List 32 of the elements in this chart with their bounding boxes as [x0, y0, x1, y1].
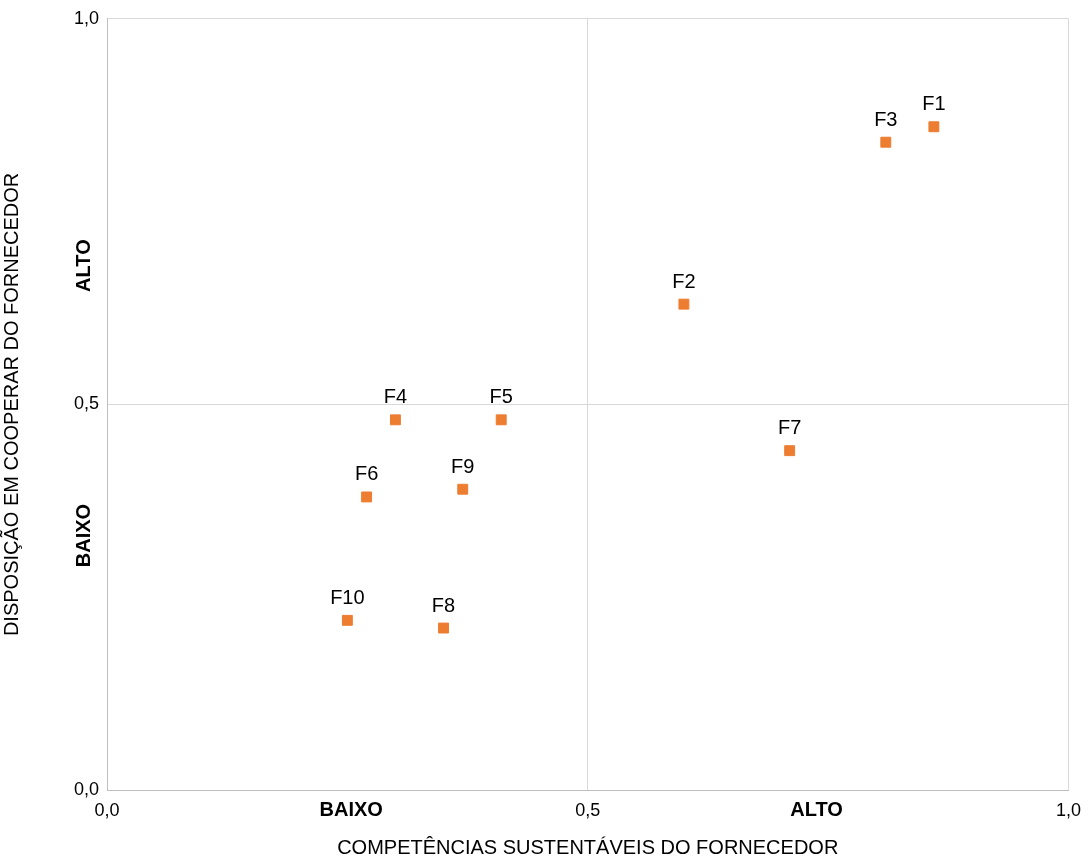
point — [880, 136, 892, 148]
point — [784, 445, 796, 457]
annotation: F8 — [431, 593, 456, 616]
point — [495, 414, 507, 426]
annotation: F5 — [489, 385, 513, 408]
annotation: F2 — [672, 269, 696, 292]
x-axis-title: COMPETÊNCIAS SUSTENTÁVEIS DO FORNECEDOR — [337, 835, 839, 858]
annotation: F6 — [354, 462, 379, 485]
annotation: F7 — [777, 416, 802, 439]
y-tick-label: 0,5 — [73, 393, 99, 414]
x-tick-label: 0,0 — [94, 799, 120, 820]
annotation: F3 — [874, 107, 898, 130]
point — [361, 491, 373, 503]
text: BAIXO — [319, 797, 383, 820]
text: BAIXO — [71, 503, 94, 568]
annotation: F10 — [330, 585, 365, 608]
x-tick-label: 0,5 — [575, 799, 601, 820]
annotation: F4 — [383, 385, 408, 408]
point — [928, 121, 940, 133]
annotation: F9 — [451, 454, 475, 477]
y-tick-label: 0,0 — [73, 778, 99, 799]
point — [457, 483, 469, 495]
point — [438, 622, 449, 634]
y-tick-label: 1,0 — [73, 7, 99, 28]
text: ALTO — [71, 239, 94, 292]
x-tick-label: 1,0 — [1055, 799, 1081, 820]
point — [341, 614, 353, 626]
annotation: F1 — [922, 92, 946, 115]
point — [678, 298, 690, 310]
point — [390, 414, 401, 426]
y-axis-title: DISPOSIÇÃO EM COOPERAR DO FORNECEDOR — [0, 172, 22, 637]
text: ALTO — [790, 797, 843, 820]
